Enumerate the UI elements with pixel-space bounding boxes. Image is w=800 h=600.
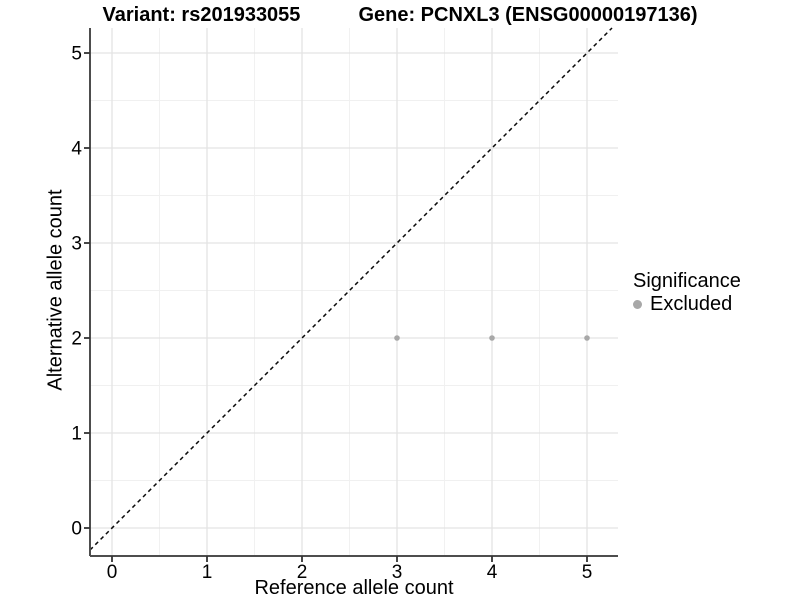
legend-title: Significance <box>633 270 741 292</box>
x-tick-label: 4 <box>487 562 498 583</box>
plot-title-variant: Variant: rs201933055 <box>102 4 301 26</box>
plot-title-row: Variant: rs201933055 Gene: PCNXL3 (ENSG0… <box>0 3 800 27</box>
legend-item-excluded: Excluded <box>633 293 741 315</box>
data-point <box>489 335 495 341</box>
y-tick-label: 3 <box>71 234 82 255</box>
legend-item-label: Excluded <box>650 293 733 315</box>
identity-reference-line <box>89 27 613 551</box>
x-tick-label: 3 <box>392 562 403 583</box>
plot-title-gene: Gene: PCNXL3 (ENSG00000197136) <box>358 4 698 26</box>
x-tick-label: 5 <box>582 562 593 583</box>
y-tick-label: 0 <box>71 519 82 540</box>
y-tick-label: 1 <box>71 424 82 445</box>
y-tick-label: 5 <box>71 44 82 65</box>
x-axis-title: Reference allele count <box>254 577 454 599</box>
y-tick-label: 2 <box>71 329 82 350</box>
data-point <box>584 335 590 341</box>
y-tick-label: 4 <box>71 139 82 160</box>
circle-icon <box>633 299 642 309</box>
x-tick-label: 2 <box>297 562 308 583</box>
x-tick-label: 1 <box>202 562 213 583</box>
legend: Significance Excluded <box>633 269 741 315</box>
x-tick-label: 0 <box>107 562 118 583</box>
y-axis-title: Alternative allele count <box>44 189 67 391</box>
data-point <box>394 335 400 341</box>
